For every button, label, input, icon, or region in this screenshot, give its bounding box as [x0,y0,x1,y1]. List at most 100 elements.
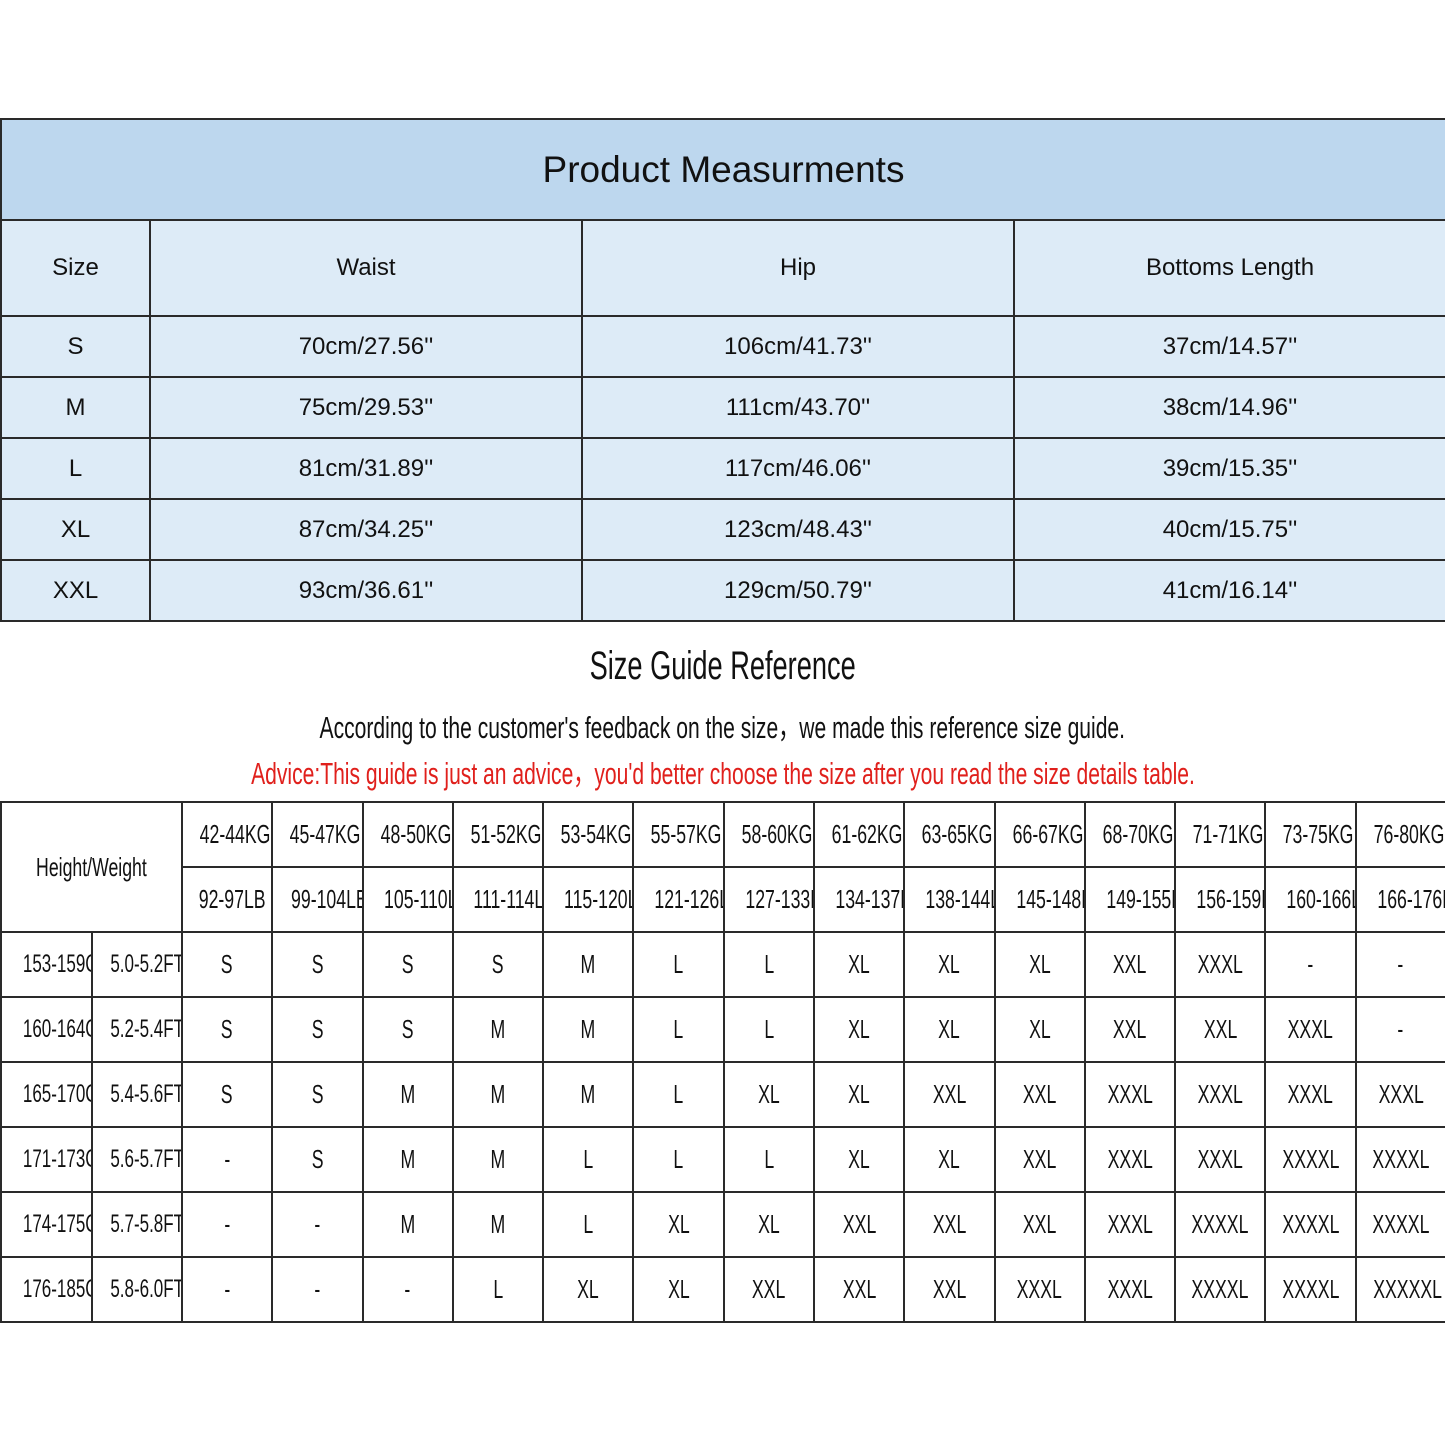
size-cell: S [361,931,454,998]
weight-lb-header: 111-114LB [451,866,545,933]
weight-lb-header: 160-166LB [1264,866,1357,933]
height-cm-text: 153-159CM [22,950,90,978]
table-row: 176-185CM 5.8-6.0FT - - - L XL XL XXL XXL XXL XXXL X… [0,1256,1445,1323]
size-cell-text: XXXXL [1372,1144,1430,1174]
weight-kg-header: 66-67KG [993,801,1086,868]
size-cell-text: S [311,949,324,979]
size-cell-text: XXL [1022,1144,1057,1174]
height-cm: 171-173CM [0,1126,93,1193]
size-cell: XXXL [1174,1126,1267,1193]
size-cell: S [180,931,274,998]
table-row: 160-164CM 5.2-5.4FT S S S M M L L XL XL XL XXL XXL XXX… [0,996,1445,1063]
size-cell-text: XXXL [1287,1014,1334,1044]
column-header: Size [0,219,151,317]
size-cell-text: XXL [752,1274,786,1304]
height-ft-text: 5.6-5.7FT [110,1145,182,1173]
size-cell: XL [903,1126,996,1193]
table-cell: 40cm/15.75'' [1013,498,1445,561]
table-cell: L [0,437,151,500]
size-cell: L [722,931,815,998]
size-cell: L [632,1061,725,1128]
table-cell: 75cm/29.53'' [149,376,583,439]
weight-lb-header-text: 149-155LB [1106,884,1173,914]
size-cell-text: XXL [1113,949,1147,979]
height-cm-text: 171-173CM [22,1145,90,1173]
size-cell: XL [722,1061,815,1128]
size-cell: M [542,931,635,998]
size-cell-text: - [1397,949,1404,979]
size-cell-text: XXXXL [1191,1209,1249,1239]
size-cell-text: M [580,1014,596,1044]
height-ft: 5.4-5.6FT [91,1061,183,1128]
size-cell-text: S [401,1014,414,1044]
weight-kg-header-text: 55-57KG [651,819,722,849]
size-cell: M [542,996,635,1063]
size-cell: M [542,1061,635,1128]
weight-lb-header: 134-137LB [812,866,906,933]
size-cell-text: XXL [932,1079,967,1109]
size-cell-text: XXL [932,1209,967,1239]
height-cm-text: 165-170CM [22,1080,90,1108]
weight-lb-header: 156-159LB [1174,866,1267,933]
weight-kg-header: 68-70KG [1083,801,1177,868]
weight-kg-header: 55-57KG [632,801,725,868]
size-cell-text: XXXL [1107,1209,1153,1239]
size-cell: M [361,1126,454,1193]
size-cell-text: XXXXL [1282,1209,1340,1239]
table-cell: 117cm/46.06'' [581,437,1015,500]
size-cell-text: L [583,1209,594,1239]
size-cell: XXL [812,1191,906,1258]
size-cell-text: - [1397,1014,1404,1044]
size-cell-text: XXXL [1378,1079,1424,1109]
weight-kg-header-text: 66-67KG [1012,819,1083,849]
size-cell: L [632,1126,725,1193]
size-cell-text: XXXL [1017,1274,1063,1304]
size-cell-text: XXL [932,1274,967,1304]
size-cell-text: M [490,1209,506,1239]
size-cell-text: XXL [1203,1014,1237,1044]
size-cell-text: S [311,1079,324,1109]
weight-lb-header: 127-133LB [722,866,815,933]
size-cell: - [1264,931,1357,998]
size-cell: XL [812,996,906,1063]
size-cell-text: M [580,1079,596,1109]
size-cell: - [1354,931,1445,998]
weight-kg-header-text: 58-60KG [741,819,813,849]
size-cell: M [451,996,545,1063]
product-measurements-table: Product Measurments Size Waist Hip Bottoms … [0,118,1445,622]
table-row: 165-170CM 5.4-5.6FT S S M M M L XL XL XXL XXL XXXL XX… [0,1061,1445,1128]
table-cell: 111cm/43.70'' [581,376,1015,439]
height-cm: 165-170CM [0,1061,93,1128]
size-cell: XL [812,1126,906,1193]
size-cell: L [451,1256,545,1323]
size-cell: S [271,1061,364,1128]
size-cell: M [451,1191,545,1258]
height-weight-label: Height/Weight [0,801,183,933]
table-row: S 70cm/27.56'' 106cm/41.73'' 37cm/14.57'' [0,315,1445,378]
table-cell: M [0,376,151,439]
size-cell: XXXL [1354,1061,1445,1128]
size-cell-text: XXXXL [1191,1274,1249,1304]
size-cell: - [180,1191,274,1258]
size-cell: S [180,1061,274,1128]
table-row: L 81cm/31.89'' 117cm/46.06'' 39cm/15.35'' [0,437,1445,500]
size-guide-note: According to the customer's feedback on … [319,710,1126,745]
size-cell-text: L [673,1144,684,1174]
size-cell-text: M [400,1209,416,1239]
weight-kg-row: Height/Weight 42-44KG 45-47KG 48-50KG 51-52K… [0,801,1445,933]
table-cell: 106cm/41.73'' [581,315,1015,378]
size-cell: - [180,1126,274,1193]
table-cell: 39cm/15.35'' [1013,437,1445,500]
weight-lb-header-text: 127-133LB [745,884,812,914]
weight-kg-header-text: 48-50KG [380,819,451,849]
weight-kg-header: 42-44KG [180,801,274,868]
size-cell: S [271,996,364,1063]
weight-kg-header-text: 76-80KG [1373,819,1445,849]
weight-lb-header-text: 105-110LB [383,884,451,914]
height-cm-text: 160-164CM [22,1015,90,1043]
table-cell: 87cm/34.25'' [149,498,583,561]
table-row: XL 87cm/34.25'' 123cm/48.43'' 40cm/15.75'' [0,498,1445,561]
weight-lb-header-text: 134-137LB [835,884,902,914]
size-cell: M [451,1126,545,1193]
height-ft-text: 5.7-5.8FT [110,1210,182,1238]
